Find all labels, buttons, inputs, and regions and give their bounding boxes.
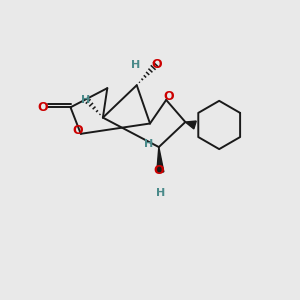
Text: H: H (131, 60, 140, 70)
Text: O: O (152, 58, 162, 71)
Text: O: O (154, 164, 164, 177)
Text: H: H (156, 188, 165, 198)
Polygon shape (185, 121, 196, 129)
Text: O: O (72, 124, 83, 137)
Text: H: H (81, 95, 90, 105)
Polygon shape (157, 147, 164, 172)
Text: O: O (164, 90, 175, 103)
Text: H: H (144, 139, 153, 148)
Text: O: O (38, 101, 48, 114)
